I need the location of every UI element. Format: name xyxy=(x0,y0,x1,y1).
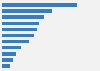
Bar xyxy=(2,22,39,25)
Bar xyxy=(2,9,52,13)
Bar xyxy=(2,40,29,43)
Bar xyxy=(2,52,16,56)
Bar xyxy=(2,64,10,68)
Bar xyxy=(2,15,44,19)
Bar xyxy=(2,28,37,31)
Bar xyxy=(2,34,34,37)
Bar xyxy=(2,3,77,7)
Bar xyxy=(2,58,13,62)
Bar xyxy=(2,46,21,49)
